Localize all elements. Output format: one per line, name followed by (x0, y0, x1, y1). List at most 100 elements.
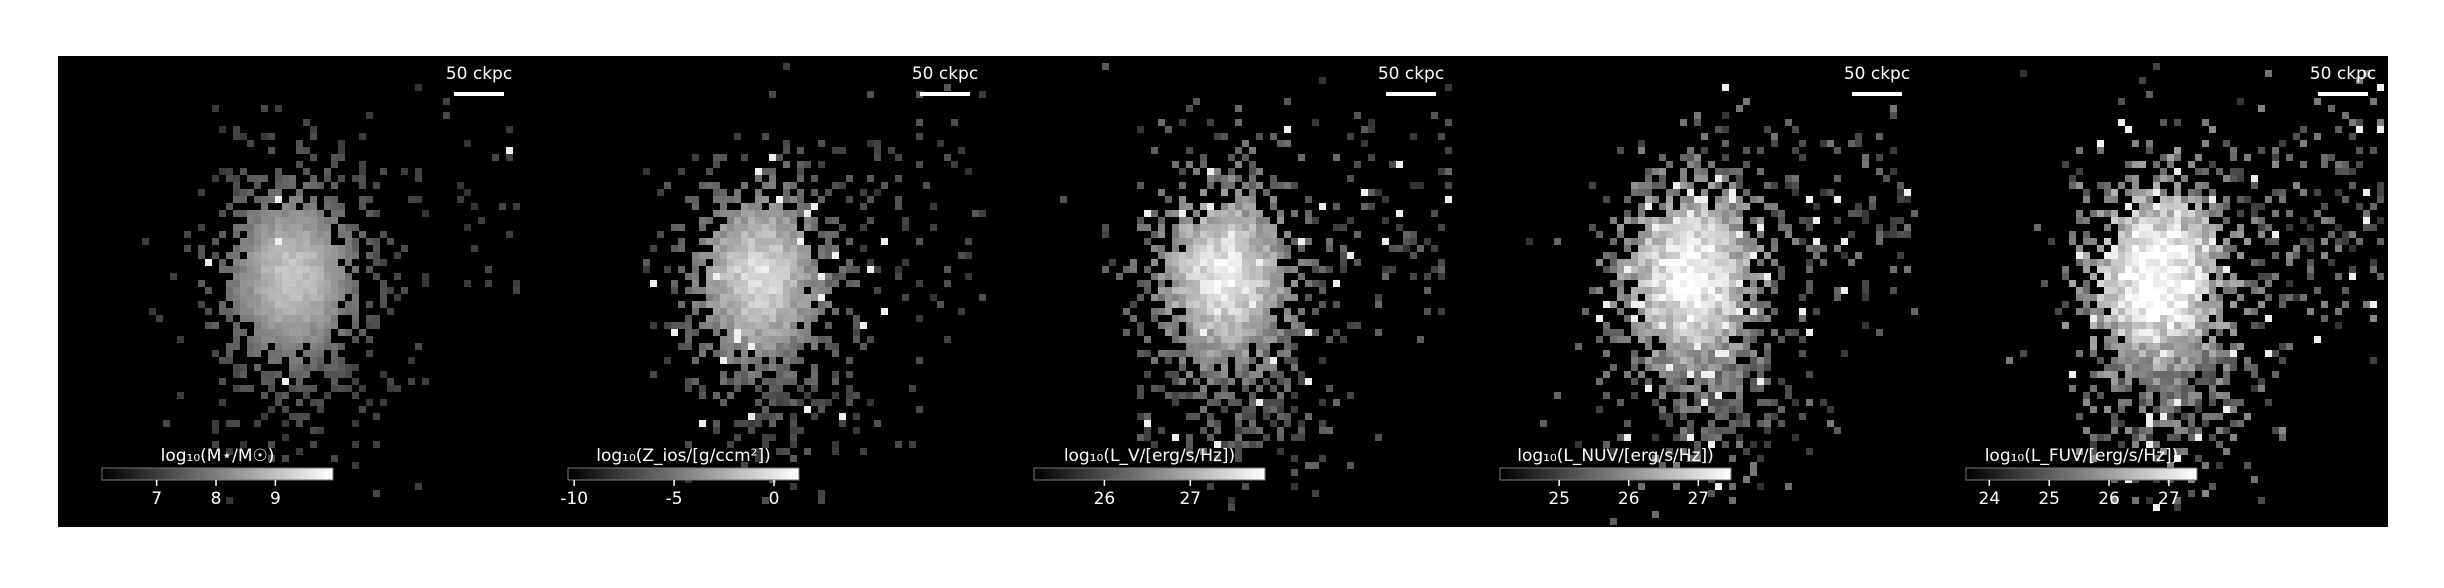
pixel (1193, 336, 1200, 343)
pixel (2160, 336, 2167, 343)
pixel (2279, 140, 2286, 147)
pixel (2342, 161, 2349, 168)
pixel (1179, 336, 1186, 343)
pixel (268, 280, 275, 287)
pixel (1631, 217, 1638, 224)
pixel (1736, 385, 1743, 392)
pixel (2230, 357, 2237, 364)
pixel (1228, 441, 1235, 448)
pixel (1228, 329, 1235, 336)
pixel (233, 385, 240, 392)
pixel (387, 378, 394, 385)
pixel (443, 112, 450, 119)
pixel (1263, 343, 1270, 350)
pixel (811, 294, 818, 301)
pixel (282, 343, 289, 350)
pixel (2083, 259, 2090, 266)
pixel (464, 280, 471, 287)
pixel (1624, 434, 1631, 441)
pixel (282, 308, 289, 315)
pixel (1673, 322, 1680, 329)
pixel (2055, 308, 2062, 315)
pixel (1645, 357, 1652, 364)
pixel (2370, 315, 2377, 322)
pixel (853, 322, 860, 329)
pixel (2286, 343, 2293, 350)
pixel (2265, 238, 2272, 245)
pixel (296, 413, 303, 420)
pixel (2125, 357, 2132, 364)
pixel (1228, 259, 1235, 266)
pixel (1298, 329, 1305, 336)
pixel (261, 322, 268, 329)
pixel (2181, 392, 2188, 399)
pixel (1249, 315, 1256, 322)
pixel (1179, 238, 1186, 245)
pixel (1694, 175, 1701, 182)
pixel (1904, 266, 1911, 273)
pixel (1715, 301, 1722, 308)
pixel (2342, 112, 2349, 119)
pixel (1729, 483, 1736, 490)
colorbar (1965, 467, 2198, 481)
pixel (1673, 357, 1680, 364)
pixel (1694, 294, 1701, 301)
pixel (2076, 147, 2083, 154)
pixel (1666, 287, 1673, 294)
pixel (1638, 301, 1645, 308)
pixel (2209, 203, 2216, 210)
pixel (1722, 399, 1729, 406)
pixel (1806, 280, 1813, 287)
pixel (1736, 168, 1743, 175)
pixel (895, 175, 902, 182)
pixel (1862, 322, 1869, 329)
pixel (2125, 245, 2132, 252)
pixel (867, 175, 874, 182)
pixel (247, 343, 254, 350)
pixel (1806, 399, 1813, 406)
pixel (1694, 315, 1701, 322)
pixel (790, 434, 797, 441)
pixel (394, 294, 401, 301)
pixel (713, 252, 720, 259)
pixel (1193, 308, 1200, 315)
pixel (797, 287, 804, 294)
pixel (282, 315, 289, 322)
pixel (268, 378, 275, 385)
pixel (1715, 322, 1722, 329)
pixel (352, 280, 359, 287)
pixel (2167, 392, 2174, 399)
pixel (1277, 329, 1284, 336)
pixel (818, 301, 825, 308)
pixel (2279, 294, 2286, 301)
pixel (1186, 252, 1193, 259)
pixel (1652, 434, 1659, 441)
pixel (1277, 182, 1284, 189)
pixel (2328, 259, 2335, 266)
pixel (1270, 133, 1277, 140)
pixel (643, 168, 650, 175)
colorbar-tick-label: 25 (1548, 489, 1570, 509)
pixel (727, 196, 734, 203)
pixel (1715, 427, 1722, 434)
pixel (317, 266, 324, 273)
pixel (338, 385, 345, 392)
pixel (2195, 329, 2202, 336)
pixel (2216, 266, 2223, 273)
pixel (2307, 245, 2314, 252)
pixel (1172, 266, 1179, 273)
pixel (2090, 336, 2097, 343)
pixel (2209, 252, 2216, 259)
pixel (2223, 175, 2230, 182)
pixel (1897, 182, 1904, 189)
pixel (233, 329, 240, 336)
pixel (2202, 196, 2209, 203)
pixel (233, 266, 240, 273)
pixel (2111, 259, 2118, 266)
pixel (268, 245, 275, 252)
pixel (1319, 301, 1326, 308)
pixel (825, 238, 832, 245)
pixel (226, 448, 233, 455)
pixel (2195, 154, 2202, 161)
pixel (1722, 210, 1729, 217)
